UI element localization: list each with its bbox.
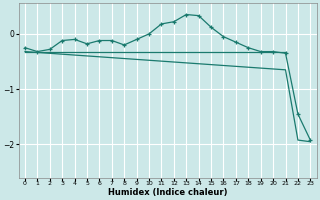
X-axis label: Humidex (Indice chaleur): Humidex (Indice chaleur) [108,188,228,197]
